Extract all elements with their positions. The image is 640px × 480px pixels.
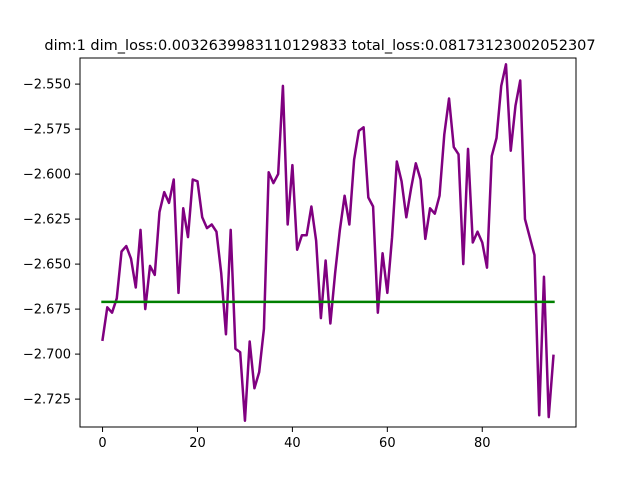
y-tick-label: −2.700 — [23, 348, 71, 363]
y-tick-label: −2.675 — [23, 303, 71, 318]
y-tick-label: −2.650 — [23, 258, 71, 273]
x-tick-label: 0 — [98, 436, 106, 451]
y-tick-label: −2.575 — [23, 123, 71, 138]
x-tick-label: 80 — [474, 436, 491, 451]
plot-frame — [79, 57, 577, 428]
series-line-1 — [101, 63, 555, 422]
chart-title: dim:1 dim_loss:0.003263998311012983​3 to… — [44, 38, 595, 54]
y-tick-label: −2.550 — [23, 78, 71, 93]
y-tick-label: −2.625 — [23, 213, 71, 228]
x-tick-label: 60 — [379, 436, 396, 451]
x-tick-label: 40 — [284, 436, 301, 451]
y-tick-label: −2.725 — [23, 393, 71, 408]
y-tick-label: −2.600 — [23, 168, 71, 183]
series-layer — [101, 63, 555, 422]
axes-layer: 0 20 40 60 80 −2.725 −2.700 −2.675 −2.650 −2.625 −… — [23, 57, 577, 451]
x-tick-label: 20 — [189, 436, 206, 451]
